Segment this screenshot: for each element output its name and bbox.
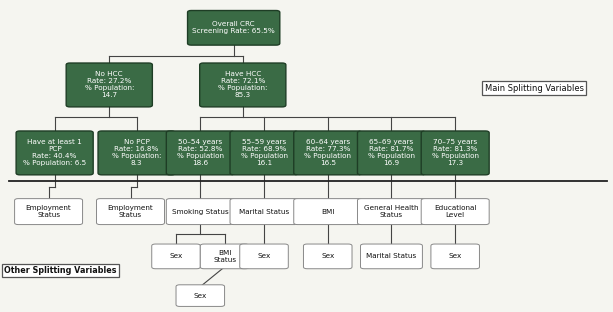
Text: Employment
Status: Employment Status — [26, 205, 72, 218]
Text: No HCC
Rate: 27.2%
% Population:
14.7: No HCC Rate: 27.2% % Population: 14.7 — [85, 71, 134, 99]
Text: Smoking Status: Smoking Status — [172, 209, 229, 215]
FancyBboxPatch shape — [357, 131, 425, 175]
FancyBboxPatch shape — [230, 131, 298, 175]
FancyBboxPatch shape — [16, 131, 93, 175]
Text: Main Splitting Variables: Main Splitting Variables — [484, 84, 584, 93]
FancyBboxPatch shape — [294, 199, 362, 225]
FancyBboxPatch shape — [15, 199, 83, 225]
FancyBboxPatch shape — [294, 131, 362, 175]
FancyBboxPatch shape — [421, 131, 489, 175]
FancyBboxPatch shape — [360, 244, 422, 269]
FancyBboxPatch shape — [98, 131, 175, 175]
FancyBboxPatch shape — [421, 199, 489, 225]
Text: 60–64 years
Rate: 77.3%
% Population
16.5: 60–64 years Rate: 77.3% % Population 16.… — [304, 139, 351, 166]
FancyBboxPatch shape — [152, 244, 200, 269]
Text: Sex: Sex — [194, 293, 207, 299]
Text: Employment
Status: Employment Status — [108, 205, 153, 218]
FancyBboxPatch shape — [166, 199, 234, 225]
FancyBboxPatch shape — [188, 11, 280, 45]
FancyBboxPatch shape — [357, 199, 425, 225]
Text: Marital Status: Marital Status — [367, 253, 417, 259]
Text: No PCP
Rate: 16.8%
% Population:
8.3: No PCP Rate: 16.8% % Population: 8.3 — [112, 139, 161, 166]
FancyBboxPatch shape — [240, 244, 288, 269]
Text: Overall CRC
Screening Rate: 65.5%: Overall CRC Screening Rate: 65.5% — [192, 21, 275, 34]
Text: 50–54 years
Rate: 52.8%
% Population
18.6: 50–54 years Rate: 52.8% % Population 18.… — [177, 139, 224, 166]
Text: Other Splitting Variables: Other Splitting Variables — [4, 266, 117, 275]
FancyBboxPatch shape — [66, 63, 153, 107]
Text: Sex: Sex — [321, 253, 334, 259]
FancyBboxPatch shape — [200, 244, 249, 269]
Text: Educational
Level: Educational Level — [434, 205, 476, 218]
Text: BMI
Status: BMI Status — [213, 250, 236, 263]
Text: Sex: Sex — [449, 253, 462, 259]
Text: General Health
Status: General Health Status — [364, 205, 419, 218]
FancyBboxPatch shape — [303, 244, 352, 269]
Text: Have at least 1
PCP
Rate: 40.4%
% Population: 6.5: Have at least 1 PCP Rate: 40.4% % Popula… — [23, 139, 86, 166]
FancyBboxPatch shape — [176, 285, 224, 306]
FancyBboxPatch shape — [166, 131, 234, 175]
FancyBboxPatch shape — [96, 199, 164, 225]
Text: Sex: Sex — [169, 253, 183, 259]
FancyBboxPatch shape — [230, 199, 298, 225]
FancyBboxPatch shape — [200, 63, 286, 107]
Text: Sex: Sex — [257, 253, 271, 259]
Text: 65–69 years
Rate: 81.7%
% Population
16.9: 65–69 years Rate: 81.7% % Population 16.… — [368, 139, 415, 166]
Text: BMI: BMI — [321, 209, 335, 215]
Text: 70–75 years
Rate: 81.3%
% Population
17.3: 70–75 years Rate: 81.3% % Population 17.… — [432, 139, 479, 166]
Text: Marital Status: Marital Status — [239, 209, 289, 215]
Text: Have HCC
Rate: 72.1%
% Population:
85.3: Have HCC Rate: 72.1% % Population: 85.3 — [218, 71, 267, 99]
FancyBboxPatch shape — [431, 244, 479, 269]
Text: 55–59 years
Rate: 68.9%
% Population
16.1: 55–59 years Rate: 68.9% % Population 16.… — [240, 139, 287, 166]
